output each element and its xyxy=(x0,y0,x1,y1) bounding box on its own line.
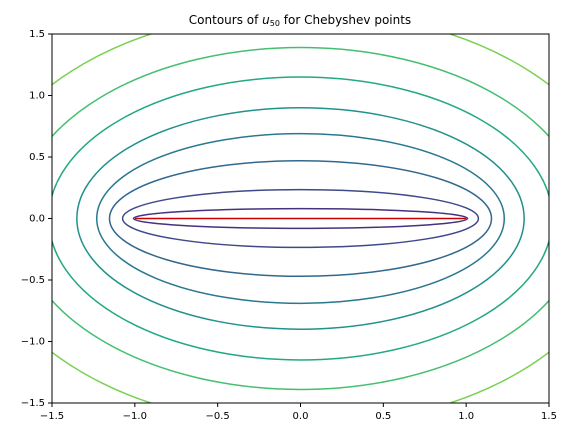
plot-area xyxy=(52,34,549,403)
title-text: for Chebyshev points xyxy=(280,13,411,27)
y-tick-label: 0.5 xyxy=(29,152,45,163)
title-text: Contours of xyxy=(189,13,262,27)
x-tick-label: 0.5 xyxy=(375,411,391,422)
x-tick-label: 1.5 xyxy=(541,411,557,422)
chart-title: Contours of u50 for Chebyshev points xyxy=(189,13,411,28)
y-tick-label: −1.5 xyxy=(21,398,45,409)
y-tick-label: 1.0 xyxy=(29,91,45,102)
y-tick-label: −0.5 xyxy=(21,275,45,286)
x-tick-label: −1.0 xyxy=(123,411,147,422)
contour-line xyxy=(132,207,469,230)
title-var: u xyxy=(262,13,270,27)
y-tick-label: 1.5 xyxy=(29,29,45,40)
contour-line xyxy=(52,46,549,391)
x-tick-label: −1.5 xyxy=(40,411,64,422)
x-tick-label: 0.0 xyxy=(293,411,309,422)
y-tick-label: 0.0 xyxy=(29,214,45,225)
contour-line xyxy=(121,188,480,249)
x-tick-label: −0.5 xyxy=(206,411,230,422)
contour-line xyxy=(52,76,549,361)
contour-line xyxy=(108,159,493,278)
contour-line xyxy=(95,132,506,305)
contour-line xyxy=(76,107,525,330)
x-tick-label: 1.0 xyxy=(458,411,474,422)
y-tick-label: −1.0 xyxy=(21,337,45,348)
title-sub: 50 xyxy=(270,19,280,28)
